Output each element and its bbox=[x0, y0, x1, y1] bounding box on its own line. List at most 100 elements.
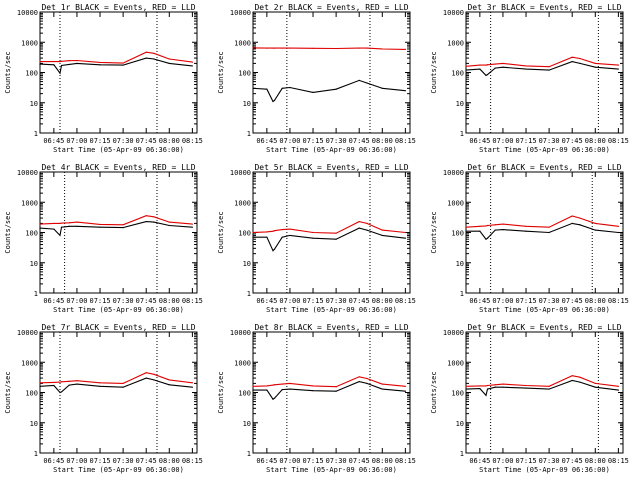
data-point-lld bbox=[68, 60, 70, 62]
y-tick-label: 10000 bbox=[443, 169, 464, 177]
chart-title: Det 4r BLACK = Events, RED = LLD bbox=[41, 163, 195, 172]
data-point-events bbox=[53, 384, 55, 387]
series-line-events bbox=[466, 222, 619, 240]
x-tick-label: 08:15 bbox=[608, 297, 629, 305]
data-point-events bbox=[494, 386, 496, 388]
y-tick-label: 10 bbox=[30, 260, 38, 268]
x-tick-label: 07:15 bbox=[515, 457, 536, 465]
data-point-events bbox=[145, 220, 147, 223]
chart-title: Det 3r BLACK = Events, RED = LLD bbox=[467, 3, 621, 12]
data-point-lld bbox=[486, 224, 489, 227]
x-tick-label: 06:45 bbox=[469, 297, 490, 305]
data-point-events bbox=[122, 386, 124, 388]
data-point-lld bbox=[594, 382, 596, 384]
data-point-events bbox=[266, 236, 268, 238]
data-point-events bbox=[617, 231, 619, 234]
data-point-events bbox=[59, 234, 61, 237]
data-point-events bbox=[479, 68, 481, 70]
data-point-lld bbox=[548, 66, 550, 68]
data-point-events bbox=[381, 87, 383, 89]
y-tick-label: 10000 bbox=[230, 169, 251, 177]
x-tick-label: 07:15 bbox=[89, 457, 110, 465]
x-axis-label: Start Time (05-Apr-09 06:36:00) bbox=[53, 466, 184, 474]
data-point-events bbox=[168, 62, 170, 64]
x-tick-label: 07:15 bbox=[302, 137, 323, 145]
chart-title: Det 6r BLACK = Events, RED = LLD bbox=[467, 163, 621, 172]
data-point-events bbox=[358, 79, 360, 81]
y-tick-label: 1000 bbox=[234, 39, 251, 47]
x-tick-label: 06:45 bbox=[469, 457, 490, 465]
x-tick-label: 06:45 bbox=[256, 457, 277, 465]
x-tick-label: 07:45 bbox=[349, 137, 370, 145]
data-point-events bbox=[122, 64, 124, 66]
x-tick-label: 08:00 bbox=[372, 297, 393, 305]
data-point-lld bbox=[272, 47, 274, 49]
y-axis-label: Counts/sec bbox=[4, 371, 12, 413]
y-tick-label: 100 bbox=[238, 390, 251, 398]
data-point-lld bbox=[465, 65, 467, 67]
series-line-lld bbox=[465, 215, 619, 228]
x-tick-label: 07:15 bbox=[89, 297, 110, 305]
data-point-lld bbox=[266, 231, 268, 233]
data-point-events bbox=[252, 389, 254, 391]
y-tick-label: 10 bbox=[243, 100, 251, 108]
y-tick-label: 1 bbox=[34, 290, 38, 298]
data-point-events bbox=[358, 227, 360, 229]
data-point-lld bbox=[381, 229, 383, 231]
data-point-events bbox=[494, 229, 496, 231]
y-axis-label: Counts/sec bbox=[430, 211, 438, 253]
y-axis-label: Counts/sec bbox=[430, 371, 438, 413]
data-point-events bbox=[76, 62, 78, 64]
data-point-lld bbox=[273, 47, 276, 49]
x-tick-label: 07:30 bbox=[539, 137, 560, 145]
x-tick-label: 07:00 bbox=[66, 457, 87, 465]
data-point-lld bbox=[494, 384, 496, 386]
data-point-events bbox=[168, 224, 170, 227]
y-tick-label: 100 bbox=[451, 70, 464, 78]
series-line-lld bbox=[252, 47, 406, 50]
series-line-events bbox=[39, 221, 193, 237]
data-point-lld bbox=[381, 48, 383, 50]
data-point-events bbox=[594, 229, 596, 231]
data-point-events bbox=[465, 69, 467, 71]
x-tick-label: 06:45 bbox=[43, 297, 64, 305]
x-tick-label: 06:45 bbox=[469, 137, 490, 145]
data-point-lld bbox=[53, 60, 55, 63]
data-point-lld bbox=[122, 62, 124, 64]
y-tick-label: 10000 bbox=[17, 329, 38, 337]
y-tick-label: 1 bbox=[460, 450, 464, 458]
data-point-events bbox=[272, 100, 274, 103]
data-point-lld bbox=[59, 381, 61, 383]
data-point-events bbox=[381, 388, 383, 390]
x-tick-label: 07:30 bbox=[539, 457, 560, 465]
data-point-events bbox=[153, 58, 155, 60]
series-line-events bbox=[465, 379, 619, 397]
data-point-events bbox=[252, 87, 254, 89]
x-tick-label: 07:00 bbox=[66, 297, 87, 305]
chart-panel-2: Det 2r BLACK = Events, RED = LLD 1 10 100 10… bbox=[217, 3, 416, 154]
y-axis-label: Counts/sec bbox=[430, 51, 438, 93]
data-point-events bbox=[312, 91, 314, 93]
data-point-lld bbox=[60, 381, 63, 383]
chart-title: Det 9r BLACK = Events, RED = LLD bbox=[467, 323, 621, 332]
data-point-events bbox=[594, 386, 596, 388]
data-point-lld bbox=[99, 382, 101, 384]
data-point-events bbox=[122, 227, 124, 229]
x-tick-label: 07:00 bbox=[279, 297, 300, 305]
x-tick-label: 07:00 bbox=[492, 457, 513, 465]
data-point-events bbox=[273, 248, 276, 250]
data-point-lld bbox=[358, 376, 360, 378]
data-point-events bbox=[273, 397, 276, 399]
data-point-events bbox=[502, 66, 504, 68]
data-point-lld bbox=[76, 59, 78, 62]
x-tick-label: 07:30 bbox=[326, 137, 347, 145]
y-tick-label: 10000 bbox=[443, 9, 464, 17]
data-point-lld bbox=[579, 217, 581, 219]
x-tick-label: 08:00 bbox=[159, 137, 180, 145]
data-point-events bbox=[99, 64, 101, 66]
x-tick-label: 07:30 bbox=[113, 297, 134, 305]
data-point-lld bbox=[465, 226, 467, 228]
data-point-lld bbox=[335, 232, 337, 234]
x-tick-label: 07:30 bbox=[326, 457, 347, 465]
